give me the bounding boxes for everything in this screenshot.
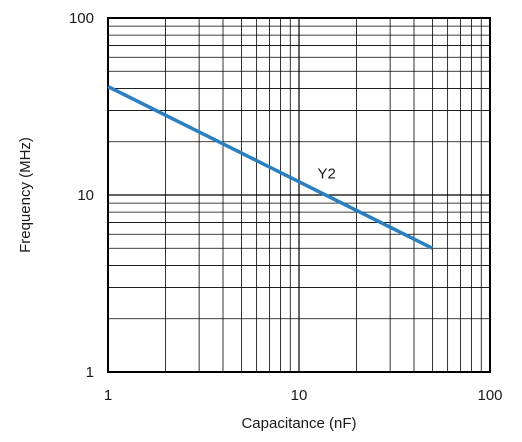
tick-labels: 1 10 100 1 10 100 — [69, 10, 503, 404]
y-tick-label: 100 — [69, 10, 94, 27]
series-label: Y2 — [318, 166, 336, 183]
y-axis-label: Frequency (MHz) — [17, 137, 34, 253]
x-tick-label: 10 — [291, 387, 308, 404]
x-tick-label: 1 — [104, 387, 112, 404]
y-tick-label: 1 — [86, 364, 94, 381]
y-tick-label: 10 — [77, 187, 94, 204]
x-tick-label: 100 — [477, 387, 502, 404]
series-line — [107, 84, 434, 250]
plot-frame — [107, 17, 491, 373]
x-axis-label: Capacitance (nF) — [241, 415, 356, 432]
grid — [108, 18, 490, 372]
series-layer: Y2 — [107, 84, 434, 250]
